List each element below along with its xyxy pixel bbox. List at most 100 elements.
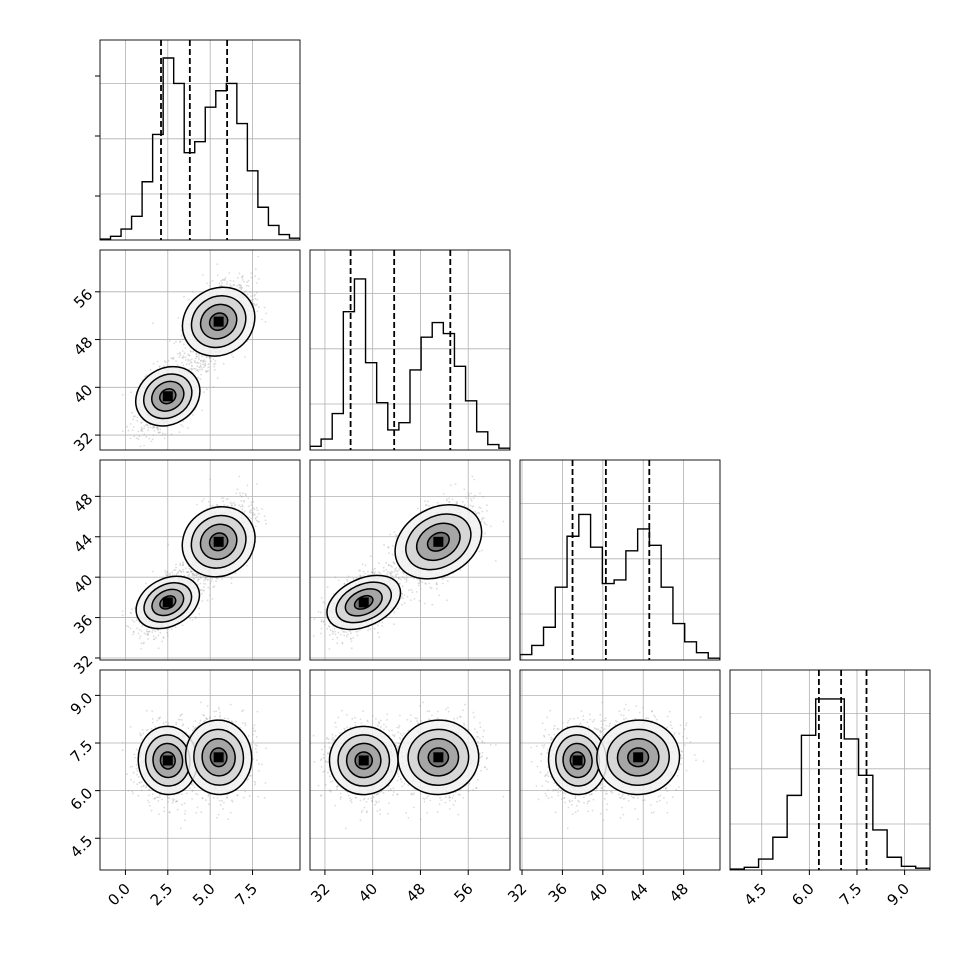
sample-point — [149, 368, 152, 371]
density-peak-1 — [213, 316, 224, 327]
sample-point — [241, 508, 244, 510]
contour-line-0-1 — [143, 582, 193, 623]
sample-point — [220, 284, 223, 287]
sample-point — [197, 573, 200, 576]
sample-point — [165, 574, 168, 577]
sample-point — [127, 429, 130, 432]
sample-point — [226, 283, 228, 285]
density-peak-1 — [213, 536, 224, 547]
sample-point — [191, 572, 194, 575]
sample-point — [243, 499, 246, 502]
sample-point — [249, 291, 251, 293]
sample-point — [151, 570, 154, 573]
sample-point — [148, 630, 151, 633]
sample-point — [201, 500, 204, 502]
sample-point — [178, 569, 181, 572]
sample-point — [166, 571, 169, 573]
sample-point — [175, 573, 178, 576]
sample-point — [187, 574, 190, 577]
sample-point — [202, 582, 205, 585]
sample-point — [157, 629, 159, 631]
sample-point — [206, 578, 209, 581]
sample-point — [247, 505, 250, 508]
sample-point — [233, 501, 236, 504]
contour-line-0-0 — [135, 575, 201, 630]
sample-point — [126, 425, 128, 428]
sample-point — [151, 438, 154, 441]
sample-point — [187, 358, 189, 361]
sample-point — [198, 366, 201, 369]
sample-point — [140, 426, 143, 429]
sample-point — [164, 361, 167, 364]
y-tick-label: 32 — [70, 429, 96, 455]
sample-point — [235, 492, 238, 495]
sample-point — [226, 281, 229, 283]
sample-point — [199, 589, 202, 592]
sample-point — [129, 437, 132, 440]
sample-point — [252, 302, 255, 305]
sample-point — [139, 445, 142, 448]
sample-point — [140, 428, 143, 431]
sample-point — [180, 423, 183, 426]
sample-point — [216, 503, 218, 506]
sample-point — [205, 370, 207, 373]
sample-point — [199, 378, 202, 381]
sample-point — [130, 612, 133, 615]
sample-point — [238, 475, 241, 478]
sample-point — [140, 421, 143, 424]
sample-point — [189, 359, 192, 362]
panel-0-0 — [95, 39, 301, 241]
sample-point — [133, 435, 136, 438]
sample-point — [254, 513, 256, 516]
sample-point — [230, 582, 233, 585]
sample-point — [250, 295, 252, 298]
sample-point — [205, 356, 208, 359]
sample-point — [132, 630, 135, 633]
sample-point — [236, 488, 239, 491]
contour-line-1-2 — [199, 523, 238, 561]
sample-point — [249, 510, 251, 512]
sample-point — [148, 630, 150, 633]
sample-point — [197, 362, 200, 364]
sample-point — [132, 415, 135, 418]
sample-point — [306, 638, 308, 640]
sample-point — [175, 360, 177, 363]
sample-point — [207, 579, 209, 581]
sample-point — [206, 370, 209, 373]
sample-point — [129, 627, 132, 630]
sample-point — [201, 409, 204, 412]
sample-point — [195, 352, 198, 355]
sample-point — [209, 284, 212, 287]
sample-point — [188, 567, 191, 570]
sample-point — [212, 358, 215, 361]
sample-point — [211, 577, 214, 580]
sample-point — [202, 589, 204, 592]
sample-point — [179, 341, 181, 344]
sample-point — [203, 366, 205, 368]
sample-point — [193, 367, 196, 370]
sample-point — [254, 525, 257, 528]
sample-point — [231, 285, 233, 287]
sample-point — [140, 630, 143, 632]
sample-point — [200, 367, 203, 369]
sample-point — [121, 393, 124, 396]
sample-point — [184, 359, 187, 361]
sample-point — [192, 577, 195, 580]
sample-point — [137, 430, 140, 433]
sample-point — [194, 616, 197, 619]
sample-point — [233, 504, 236, 507]
sample-point — [157, 647, 160, 650]
sample-point — [204, 362, 207, 365]
sample-point — [138, 637, 141, 640]
sample-point — [173, 569, 176, 571]
sample-point — [176, 572, 179, 574]
sample-point — [206, 282, 208, 285]
sample-point — [175, 566, 178, 569]
sample-point — [181, 350, 184, 352]
sample-point — [182, 338, 185, 340]
sample-point — [207, 369, 209, 372]
sample-point — [209, 504, 212, 507]
sample-point — [252, 500, 255, 503]
sample-point — [223, 279, 226, 282]
sample-point — [202, 498, 205, 500]
